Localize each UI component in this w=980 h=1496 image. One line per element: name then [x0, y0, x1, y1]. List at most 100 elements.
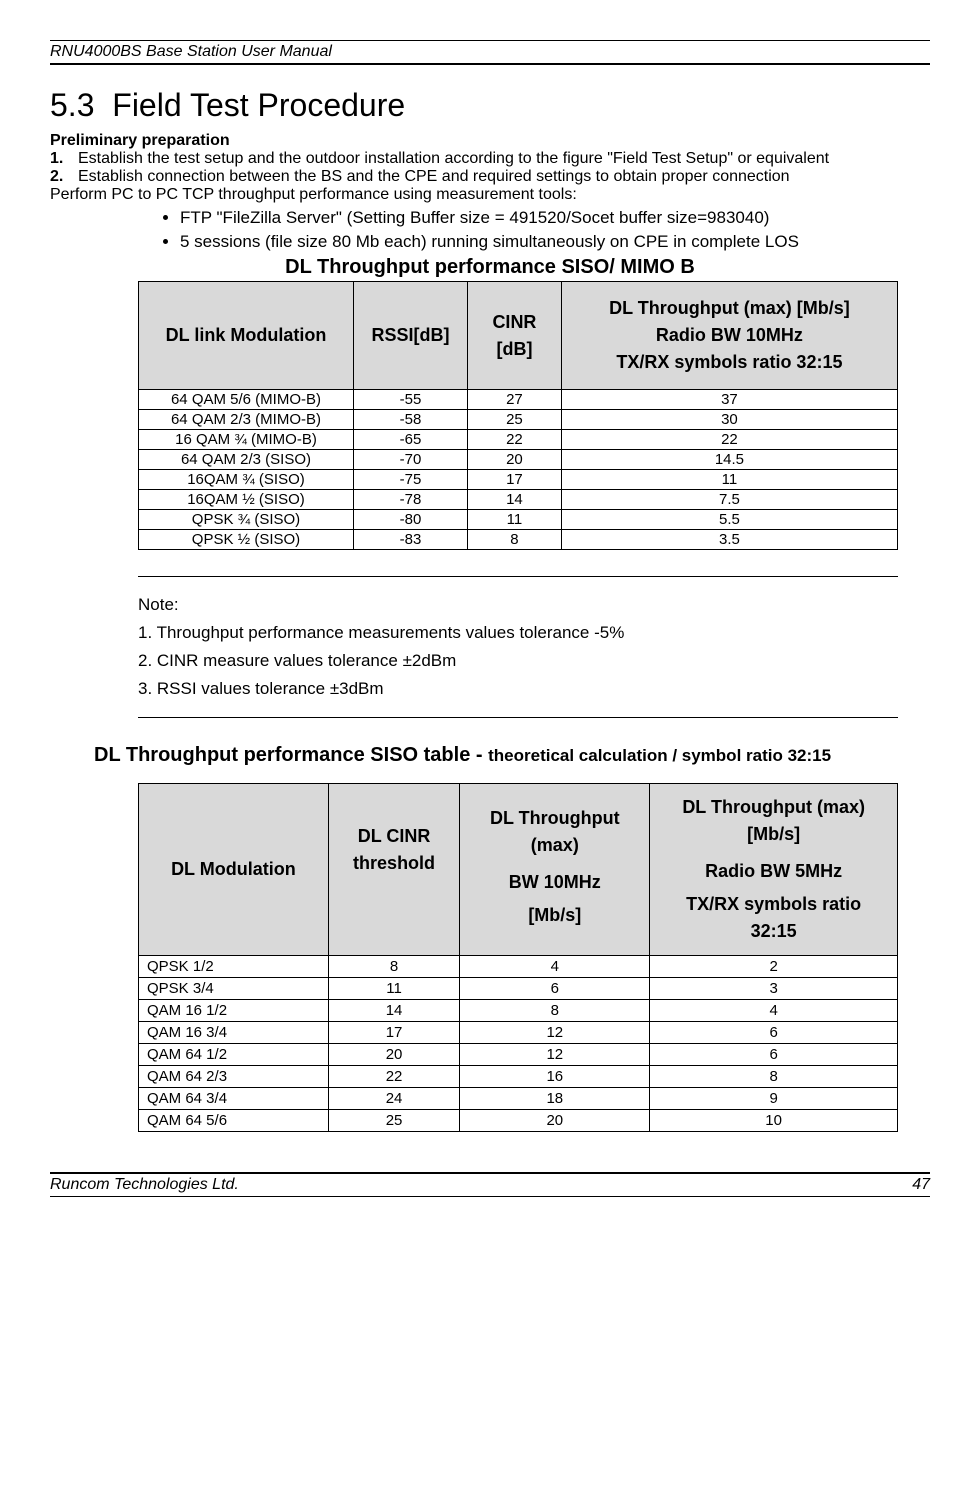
- bullet-item: 5 sessions (file size 80 Mb each) runnin…: [180, 232, 930, 252]
- table-cell: 8: [650, 1066, 898, 1088]
- table-cell: QPSK 1/2: [139, 956, 329, 978]
- table-cell: 10: [650, 1110, 898, 1132]
- table-cell: QPSK ¾ (SISO): [139, 510, 354, 530]
- page-footer: Runcom Technologies Ltd. 47: [50, 1172, 930, 1197]
- table-cell: 3.5: [561, 530, 897, 550]
- table-cell: QAM 64 5/6: [139, 1110, 329, 1132]
- doc-header: RNU4000BS Base Station User Manual: [50, 40, 930, 65]
- title-main: DL Throughput performance SISO table -: [94, 744, 488, 766]
- table-cell: -75: [353, 470, 467, 490]
- table-cell: 14.5: [561, 450, 897, 470]
- table-cell: 8: [468, 530, 562, 550]
- note-title: Note:: [138, 595, 898, 615]
- list-number: 1.: [50, 150, 78, 168]
- table-row: 64 QAM 2/3 (SISO)-702014.5: [139, 450, 898, 470]
- list-text: Establish the test setup and the outdoor…: [78, 150, 829, 168]
- th-line: DL Throughput (max): [656, 794, 891, 821]
- table-cell: 7.5: [561, 490, 897, 510]
- table-cell: 25: [328, 1110, 460, 1132]
- th-modulation: DL Modulation: [139, 784, 329, 956]
- table-row: QAM 64 2/322168: [139, 1066, 898, 1088]
- table-cell: 64 QAM 2/3 (SISO): [139, 450, 354, 470]
- table-cell: 25: [468, 410, 562, 430]
- table-cell: 2: [650, 956, 898, 978]
- table-cell: 22: [328, 1066, 460, 1088]
- th-line: [Mb/s]: [466, 902, 643, 929]
- table-row: QAM 64 1/220126: [139, 1044, 898, 1066]
- table-row: 64 QAM 2/3 (MIMO-B)-582530: [139, 410, 898, 430]
- th-line: DL CINR: [335, 823, 454, 850]
- section-number: 5.3: [50, 87, 94, 123]
- table-row: QPSK 1/2842: [139, 956, 898, 978]
- th-line: threshold: [335, 850, 454, 877]
- throughput-table-2: DL Modulation DL CINR threshold DL Throu…: [138, 783, 898, 1132]
- list-number: 2.: [50, 168, 78, 186]
- note-line: 2. CINR measure values tolerance ±2dBm: [138, 651, 898, 671]
- section-heading: 5.3 Field Test Procedure: [50, 87, 930, 124]
- th-line: TX/RX symbols ratio: [656, 891, 891, 918]
- table-cell: -80: [353, 510, 467, 530]
- table-cell: -65: [353, 430, 467, 450]
- table-cell: 3: [650, 978, 898, 1000]
- th-line: DL Throughput (max) [Mb/s]: [568, 298, 891, 319]
- th-line: Radio BW 10MHz: [568, 325, 891, 346]
- th-line: 32:15: [656, 918, 891, 945]
- table-row: QAM 16 3/417126: [139, 1022, 898, 1044]
- table-row: QAM 16 1/21484: [139, 1000, 898, 1022]
- th-line: [Mb/s]: [656, 821, 891, 848]
- table-row: QPSK ¾ (SISO)-80115.5: [139, 510, 898, 530]
- table-cell: 20: [468, 450, 562, 470]
- table-cell: -83: [353, 530, 467, 550]
- table-cell: 17: [468, 470, 562, 490]
- table-cell: 4: [460, 956, 650, 978]
- table-cell: 30: [561, 410, 897, 430]
- note-line: 3. RSSI values tolerance ±3dBm: [138, 679, 898, 699]
- th-line: DL Throughput: [466, 805, 643, 832]
- tool-bullets: FTP "FileZilla Server" (Setting Buffer s…: [180, 208, 930, 252]
- th-line: TX/RX symbols ratio 32:15: [568, 352, 891, 373]
- table-cell: 16QAM ¾ (SISO): [139, 470, 354, 490]
- table-cell: 4: [650, 1000, 898, 1022]
- table-row: 16 QAM ¾ (MIMO-B)-652222: [139, 430, 898, 450]
- table-cell: QAM 16 1/2: [139, 1000, 329, 1022]
- th-throughput: DL Throughput (max) [Mb/s] Radio BW 10MH…: [561, 282, 897, 390]
- table-cell: 11: [561, 470, 897, 490]
- table-cell: 20: [460, 1110, 650, 1132]
- prelim-heading: Preliminary preparation: [50, 132, 930, 150]
- table2-title: DL Throughput performance SISO table - t…: [94, 744, 930, 767]
- footer-left: Runcom Technologies Ltd.: [50, 1176, 239, 1194]
- table-cell: 16 QAM ¾ (MIMO-B): [139, 430, 354, 450]
- table-cell: 12: [460, 1044, 650, 1066]
- table-cell: -58: [353, 410, 467, 430]
- table-cell: 11: [468, 510, 562, 530]
- table-cell: 16: [460, 1066, 650, 1088]
- table-row: QAM 64 5/6252010: [139, 1110, 898, 1132]
- table1-caption: DL Throughput performance SISO/ MIMO B: [50, 256, 930, 279]
- prelim-item-1: 1. Establish the test setup and the outd…: [50, 150, 930, 168]
- th-modulation: DL link Modulation: [139, 282, 354, 390]
- table-cell: 22: [468, 430, 562, 450]
- table-cell: 24: [328, 1088, 460, 1110]
- table-cell: 64 QAM 5/6 (MIMO-B): [139, 390, 354, 410]
- th-cinr: CINR [dB]: [468, 282, 562, 390]
- footer-right: 47: [912, 1176, 930, 1194]
- section-title: Field Test Procedure: [112, 87, 405, 123]
- perform-text: Perform PC to PC TCP throughput performa…: [50, 186, 930, 204]
- table-row: 16QAM ¾ (SISO)-751711: [139, 470, 898, 490]
- table-cell: 22: [561, 430, 897, 450]
- table-cell: 6: [650, 1022, 898, 1044]
- throughput-table-1: DL link Modulation RSSI[dB] CINR [dB] DL…: [138, 281, 898, 550]
- table-cell: 8: [460, 1000, 650, 1022]
- th-line: Radio BW 5MHz: [656, 858, 891, 885]
- table-cell: 5.5: [561, 510, 897, 530]
- table-row: 64 QAM 5/6 (MIMO-B)-552737: [139, 390, 898, 410]
- th-cinr-threshold: DL CINR threshold: [328, 784, 460, 956]
- table-cell: QAM 64 2/3: [139, 1066, 329, 1088]
- table-row: QPSK ½ (SISO)-8383.5: [139, 530, 898, 550]
- th-line: CINR: [474, 312, 555, 333]
- table-row: QAM 64 3/424189: [139, 1088, 898, 1110]
- bullet-item: FTP "FileZilla Server" (Setting Buffer s…: [180, 208, 930, 228]
- th-rssi: RSSI[dB]: [353, 282, 467, 390]
- th-throughput-10: DL Throughput (max) BW 10MHz [Mb/s]: [460, 784, 650, 956]
- table-cell: 27: [468, 390, 562, 410]
